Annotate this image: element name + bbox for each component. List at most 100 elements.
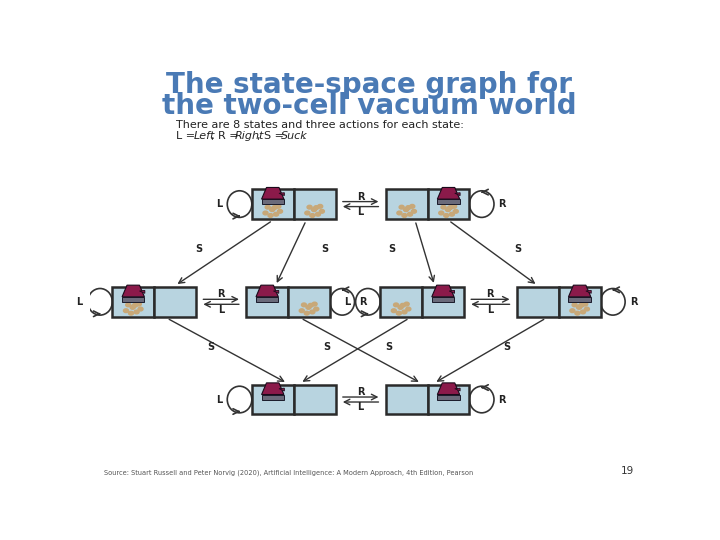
Circle shape [580,310,585,314]
Circle shape [449,212,454,216]
Circle shape [128,312,133,315]
Text: L: L [344,297,351,307]
Circle shape [410,205,415,208]
Text: L: L [216,199,222,209]
Circle shape [448,206,453,210]
Circle shape [310,214,315,218]
Text: Right: Right [235,131,264,141]
Text: L =: L = [176,131,199,141]
FancyBboxPatch shape [422,287,464,317]
Polygon shape [455,388,460,391]
Polygon shape [437,187,459,199]
FancyBboxPatch shape [386,384,428,415]
Text: L: L [218,305,224,315]
Text: There are 8 states and three actions for each state:: There are 8 states and three actions for… [176,120,464,130]
Circle shape [126,303,131,307]
Polygon shape [455,193,460,195]
FancyBboxPatch shape [294,189,336,219]
Text: L: L [76,297,83,307]
Polygon shape [279,388,284,391]
Circle shape [441,205,446,209]
Polygon shape [586,291,591,293]
Circle shape [312,208,317,212]
Circle shape [585,307,590,311]
Circle shape [398,306,403,309]
Circle shape [307,205,312,209]
Polygon shape [256,285,279,297]
FancyBboxPatch shape [428,189,469,219]
Circle shape [446,208,451,212]
Text: L: L [216,395,222,404]
FancyBboxPatch shape [569,297,591,302]
FancyBboxPatch shape [428,384,469,415]
Circle shape [402,214,407,218]
Text: Left: Left [194,131,215,141]
FancyBboxPatch shape [380,287,422,317]
Circle shape [408,212,413,216]
Text: L: L [358,207,364,217]
Text: .: . [302,131,305,141]
FancyBboxPatch shape [437,395,459,400]
Polygon shape [122,285,145,297]
Circle shape [300,309,305,313]
Circle shape [582,302,588,306]
Circle shape [577,306,582,309]
Circle shape [263,211,268,215]
FancyBboxPatch shape [261,395,284,400]
Circle shape [394,303,399,307]
Polygon shape [449,291,454,293]
Circle shape [575,312,580,315]
Circle shape [136,302,141,306]
Circle shape [265,205,270,209]
Text: Source: Stuart Russell and Peter Norvig (2020), Artificial Intelligence: A Moder: Source: Stuart Russell and Peter Norvig … [104,469,473,476]
Circle shape [404,208,409,212]
FancyBboxPatch shape [288,287,330,317]
Text: , R =: , R = [210,131,242,141]
Circle shape [454,210,459,213]
FancyBboxPatch shape [517,287,559,317]
Circle shape [132,303,138,307]
Circle shape [572,303,577,307]
Text: S: S [388,244,395,254]
Circle shape [314,307,319,311]
Text: R: R [487,289,494,299]
Circle shape [400,303,405,307]
Circle shape [310,310,315,314]
Circle shape [318,205,323,208]
FancyBboxPatch shape [294,384,336,415]
Text: L: L [487,305,493,315]
Text: R: R [217,289,225,299]
Text: R: R [357,192,364,201]
Text: L: L [358,402,364,413]
Polygon shape [261,187,284,199]
Text: S: S [195,244,202,254]
Text: R: R [357,387,364,397]
Circle shape [138,307,143,311]
Text: S: S [503,341,510,352]
Text: R: R [359,297,366,307]
FancyBboxPatch shape [559,287,600,317]
Circle shape [438,211,444,215]
Circle shape [276,205,281,208]
Circle shape [134,310,139,314]
Circle shape [579,303,584,307]
Text: the two-cell vacuum world: the two-cell vacuum world [162,92,576,120]
FancyBboxPatch shape [432,297,454,302]
Polygon shape [279,193,284,195]
Text: R: R [499,395,506,404]
Circle shape [402,310,407,314]
Circle shape [130,306,135,309]
FancyBboxPatch shape [386,189,428,219]
Text: S: S [207,341,214,352]
Circle shape [312,302,317,306]
Circle shape [406,206,411,210]
Text: R: R [499,199,506,209]
FancyBboxPatch shape [246,287,288,317]
Circle shape [274,212,279,216]
Text: R: R [630,297,637,307]
Circle shape [406,307,411,311]
Circle shape [302,303,307,307]
Circle shape [451,205,456,208]
FancyBboxPatch shape [252,189,294,219]
Circle shape [404,302,409,306]
